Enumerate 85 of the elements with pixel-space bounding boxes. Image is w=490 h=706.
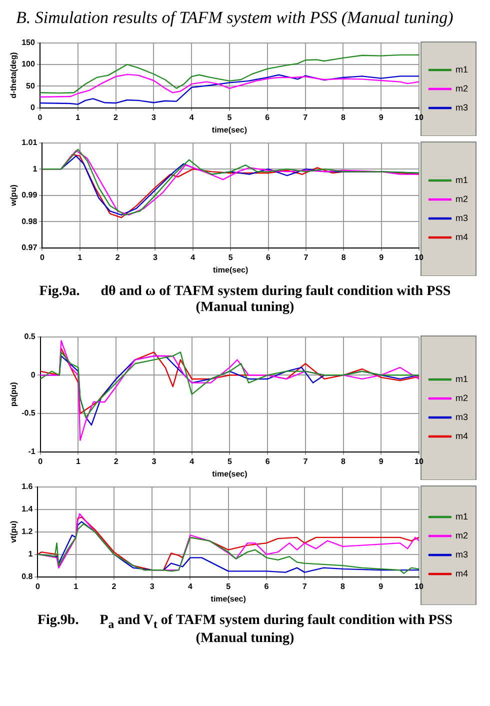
legend-label: m4 bbox=[456, 232, 468, 242]
legend-label: m2 bbox=[456, 83, 468, 94]
legend-label: m2 bbox=[456, 530, 468, 540]
legend-label: m4 bbox=[456, 568, 468, 578]
y-tick-label: 100 bbox=[22, 60, 36, 69]
x-tick-label: 9 bbox=[378, 112, 384, 122]
x-tick-label: 5 bbox=[227, 456, 232, 466]
legend-label: m1 bbox=[456, 511, 468, 522]
x-tick-label: 6 bbox=[265, 456, 270, 466]
legend-label: m3 bbox=[456, 102, 468, 112]
y-tick-label: 1.2 bbox=[22, 527, 34, 536]
x-axis-title: time(sec) bbox=[212, 469, 248, 478]
x-tick-label: 7 bbox=[303, 456, 308, 466]
x-tick-label: 6 bbox=[266, 252, 272, 262]
x-tick-label: 3 bbox=[152, 456, 157, 466]
y-tick-label: 0.98 bbox=[22, 216, 38, 226]
x-tick-label: 9 bbox=[378, 456, 384, 466]
x-tick-label: 10 bbox=[414, 252, 424, 262]
caption: Fig.9b. P$_{a}$ and V$_{t}$ of TAFM system during fault condition with PSS (Manual tuning) bbox=[36, 612, 454, 648]
legend-label: m1 bbox=[456, 374, 468, 384]
y-tick-label: 1 bbox=[32, 164, 38, 174]
y-tick-label: 0.5 bbox=[24, 332, 36, 342]
x-axis-title: time(sec) bbox=[210, 594, 246, 604]
x-tick-label: 3 bbox=[151, 112, 156, 122]
x-tick-label: 2 bbox=[112, 582, 117, 591]
x-tick-label: 8 bbox=[341, 456, 346, 466]
y-tick-label: 1.01 bbox=[22, 138, 38, 148]
x-tick-label: 7 bbox=[304, 252, 309, 262]
x-tick-label: 3 bbox=[152, 252, 158, 262]
y-tick-label: 1.4 bbox=[22, 504, 34, 514]
y-axis-title: pa(pu) bbox=[9, 382, 18, 407]
x-tick-label: 1 bbox=[76, 112, 81, 122]
legend-label: m1 bbox=[456, 64, 468, 74]
y-tick-label: 0.97 bbox=[22, 243, 38, 252]
x-tick-label: 8 bbox=[341, 252, 346, 262]
y-tick-label: -1 bbox=[28, 447, 36, 456]
y-axis-title: d-theta(deg) bbox=[9, 52, 18, 98]
x-tick-label: 8 bbox=[340, 582, 346, 591]
y-tick-label: 1.6 bbox=[22, 482, 34, 492]
y-tick-label: 0.99 bbox=[22, 190, 38, 200]
y-tick-label: 0 bbox=[30, 103, 36, 112]
x-axis-title: time(sec) bbox=[213, 265, 248, 274]
x-tick-label: 7 bbox=[302, 582, 308, 591]
legend-label: m3 bbox=[456, 212, 468, 223]
x-tick-label: 1 bbox=[76, 456, 82, 466]
x-tick-label: 5 bbox=[226, 582, 232, 591]
x-tick-label: 1 bbox=[74, 582, 79, 591]
x-tick-label: 4 bbox=[190, 252, 196, 262]
legend-label: m2 bbox=[456, 392, 468, 403]
y-tick-label: 50 bbox=[26, 81, 36, 90]
y-tick-label: 0 bbox=[30, 370, 36, 380]
x-tick-label: 5 bbox=[228, 252, 234, 262]
x-tick-label: 8 bbox=[340, 112, 346, 122]
x-tick-label: 3 bbox=[150, 582, 155, 591]
x-tick-label: 5 bbox=[227, 112, 232, 122]
x-tick-label: 9 bbox=[378, 582, 384, 591]
x-tick-label: 10 bbox=[414, 456, 424, 466]
x-axis-title: time(sec) bbox=[212, 125, 248, 134]
legend-label: m3 bbox=[456, 549, 468, 560]
y-tick-label: 0.8 bbox=[22, 572, 34, 582]
legend-label: m2 bbox=[456, 194, 468, 204]
x-tick-label: 6 bbox=[264, 582, 270, 591]
chart-title: B. Simulation results of TAFM system with PSS (Manual tuning) bbox=[15, 8, 454, 29]
x-tick-label: 9 bbox=[379, 252, 384, 262]
x-tick-label: 4 bbox=[189, 112, 194, 122]
x-tick-label: 6 bbox=[265, 112, 270, 122]
x-tick-label: 2 bbox=[114, 456, 119, 466]
x-tick-label: 0 bbox=[40, 252, 45, 262]
x-tick-label: 4 bbox=[188, 582, 194, 591]
x-tick-label: 1 bbox=[78, 252, 83, 262]
y-axis-title: w(pu) bbox=[9, 184, 18, 207]
x-tick-label: 2 bbox=[114, 112, 119, 122]
x-tick-label: 2 bbox=[115, 252, 120, 262]
x-tick-label: 10 bbox=[414, 112, 424, 122]
legend-label: m4 bbox=[456, 430, 468, 441]
caption: Fig.9a. dθ and ω of TAFM system during fault condition with PSS (Manual tuning) bbox=[38, 283, 452, 317]
y-tick-label: -0.5 bbox=[22, 408, 36, 418]
y-tick-label: 1 bbox=[28, 550, 34, 559]
y-axis-title: vt(pu) bbox=[9, 520, 18, 543]
legend-label: m3 bbox=[456, 412, 468, 422]
y-tick-label: 150 bbox=[22, 38, 36, 48]
x-tick-label: 7 bbox=[303, 112, 308, 122]
x-tick-label: 10 bbox=[414, 582, 424, 591]
legend-label: m1 bbox=[456, 174, 468, 185]
x-tick-label: 4 bbox=[190, 456, 195, 466]
